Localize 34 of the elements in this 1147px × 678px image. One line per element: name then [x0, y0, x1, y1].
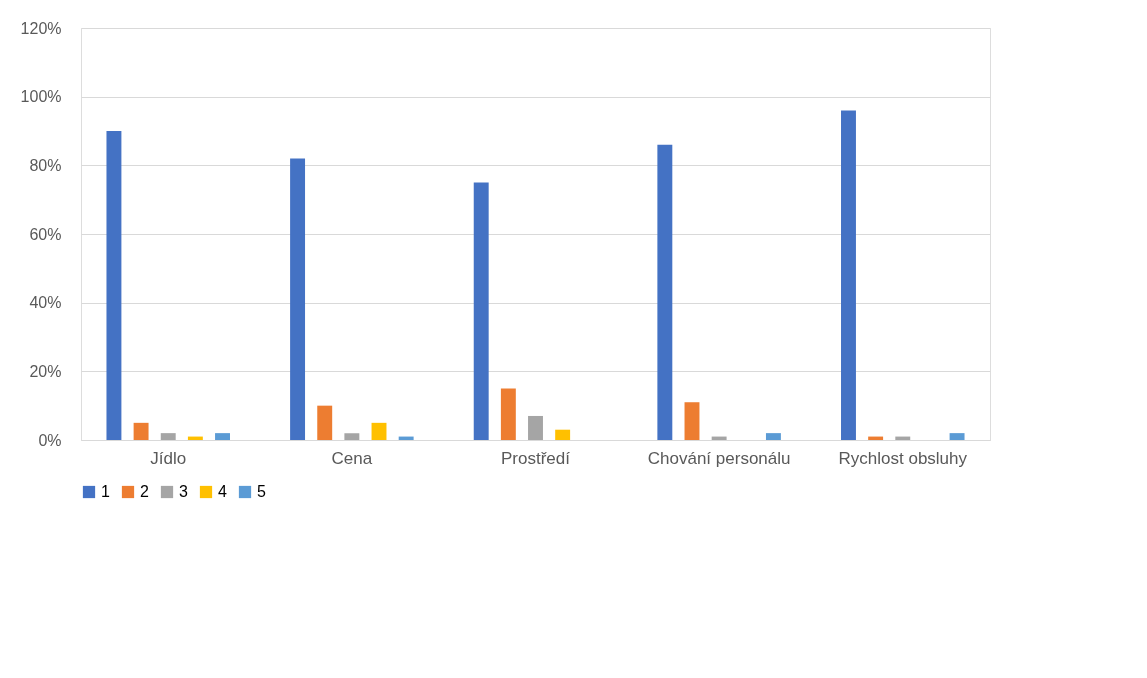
legend-label: 1	[101, 483, 110, 500]
x-tick-label: Chování personálu	[647, 448, 791, 468]
legend-label: 3	[179, 483, 188, 500]
x-tick-label: Jídlo	[150, 448, 187, 468]
x-tick-label: Rychlost obsluhy	[838, 448, 968, 468]
y-tick-label: 80%	[29, 156, 62, 174]
legend-label: 2	[140, 483, 149, 500]
x-tick-label: Cena	[331, 448, 373, 468]
bar	[160, 433, 176, 440]
x-tick-label: Prostředí	[501, 448, 571, 468]
y-tick-label: 100%	[20, 88, 62, 106]
bar	[657, 144, 673, 440]
bar	[371, 422, 387, 440]
legend-label: 5	[257, 483, 266, 500]
bar	[473, 182, 489, 440]
bar	[215, 433, 230, 440]
bar	[133, 422, 149, 440]
y-tick-label: 120%	[20, 19, 62, 37]
bar	[555, 429, 571, 440]
bar	[317, 405, 333, 440]
bar	[528, 415, 543, 440]
bar	[684, 402, 700, 440]
y-tick-label: 60%	[29, 225, 62, 243]
bar	[765, 433, 781, 440]
y-tick-label: 40%	[29, 294, 62, 312]
bar	[290, 158, 306, 440]
bar	[949, 433, 965, 440]
y-tick-label: 0%	[38, 431, 62, 449]
bar	[500, 388, 516, 440]
bar	[106, 131, 122, 440]
legend-label: 4	[218, 483, 227, 500]
bar	[344, 433, 360, 440]
bar	[841, 110, 856, 440]
y-tick-label: 20%	[29, 362, 62, 380]
